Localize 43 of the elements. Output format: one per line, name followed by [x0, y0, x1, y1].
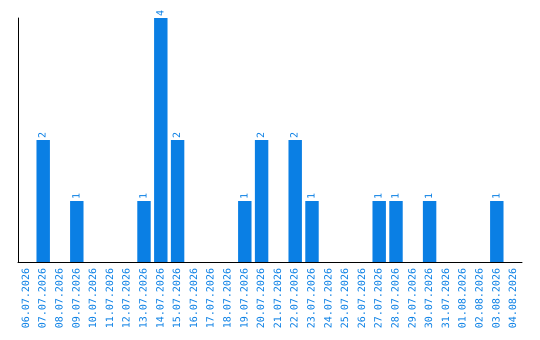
x-tick-label: 02.08.2026 — [474, 268, 486, 328]
data-label: 1 — [374, 192, 385, 199]
data-label: 2 — [172, 132, 184, 138]
x-tick-label: 14.07.2026 — [155, 268, 166, 328]
x-tick-label: 11.07.2026 — [104, 268, 116, 328]
data-label: 1 — [71, 192, 82, 199]
x-tick-label: 23.07.2026 — [306, 268, 318, 328]
data-label: 1 — [491, 192, 502, 199]
x-tick-label: 27.07.2026 — [374, 268, 385, 328]
x-tick-label: 20.07.2026 — [256, 268, 268, 328]
x-tick-label: 15.07.2026 — [172, 268, 184, 328]
x-tick-label: 08.07.2026 — [54, 268, 66, 328]
x-tick-label: 26.07.2026 — [356, 268, 368, 328]
x-tick-label: 01.08.2026 — [458, 268, 469, 328]
x-tick-label: 21.07.2026 — [272, 268, 284, 328]
x-tick-label: 22.07.2026 — [290, 268, 301, 328]
x-tick-label: 13.07.2026 — [138, 268, 150, 328]
data-label: 1 — [306, 192, 318, 199]
data-label: 1 — [424, 192, 436, 199]
x-tick-label: 16.07.2026 — [188, 268, 200, 328]
x-tick-label: 19.07.2026 — [239, 268, 250, 328]
data-label: 1 — [239, 192, 250, 199]
x-tick-label: 29.07.2026 — [407, 268, 418, 328]
x-tick-label: 31.07.2026 — [440, 268, 452, 328]
x-tick-label: 17.07.2026 — [206, 268, 217, 328]
data-label: 4 — [155, 10, 166, 16]
x-tick-label: 30.07.2026 — [424, 268, 436, 328]
x-tick-label: 18.07.2026 — [222, 268, 234, 328]
x-tick-label: 06.07.2026 — [20, 268, 32, 328]
x-tick-label: 03.08.2026 — [491, 268, 502, 328]
x-tick-label: 25.07.2026 — [340, 268, 352, 328]
x-tick-label: 12.07.2026 — [122, 268, 133, 328]
data-label: 2 — [256, 132, 268, 138]
data-label: 2 — [290, 132, 301, 138]
x-tick-label: 07.07.2026 — [38, 268, 49, 328]
data-label: 1 — [138, 192, 150, 199]
data-label: 1 — [390, 192, 402, 199]
data-label: 2 — [38, 132, 49, 138]
x-tick-label: 28.07.2026 — [390, 268, 402, 328]
x-tick-label: 09.07.2026 — [71, 268, 82, 328]
x-tick-label: 04.08.2026 — [508, 268, 520, 328]
x-tick-label: 10.07.2026 — [88, 268, 100, 328]
x-tick-label: 24.07.2026 — [323, 268, 334, 328]
